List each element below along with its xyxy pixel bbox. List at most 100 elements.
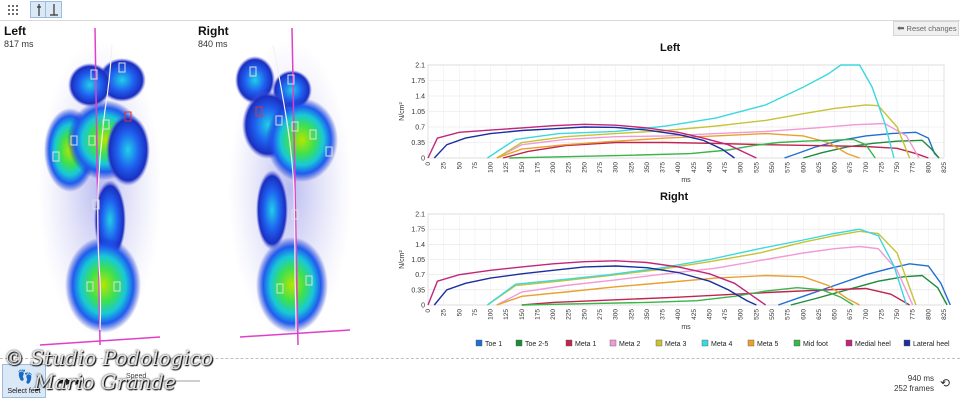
x-tick-label: 125	[503, 162, 510, 173]
feet-icon: 👣	[17, 369, 34, 384]
x-tick-label: 225	[566, 309, 573, 320]
series-line-meta-4	[487, 64, 895, 159]
y-tick-label: 1.05	[411, 257, 425, 264]
x-tick-label: 375	[660, 309, 667, 320]
x-axis-label: ms	[681, 177, 691, 184]
x-tick-label: 125	[503, 309, 510, 320]
x-tick-label: 500	[738, 309, 745, 320]
x-tick-label: 700	[863, 162, 870, 173]
reset-changes-label: Reset changes	[906, 24, 957, 33]
x-tick-label: 650	[832, 309, 839, 320]
x-tick-label: 600	[800, 309, 807, 320]
y-tick-label: 1.4	[415, 94, 425, 101]
undo-arrow-icon: ⬅	[897, 23, 905, 33]
legend-label: Mid foot	[803, 341, 828, 348]
step-forward-icon[interactable]: ▶|	[75, 376, 85, 386]
right-foot-time: 840 ms	[198, 39, 228, 49]
bottom-separator	[0, 358, 960, 359]
x-tick-label: 400	[675, 162, 682, 173]
playback-controls: ■ ▶ ▶|	[58, 376, 85, 387]
y-tick-label: 1.4	[415, 242, 425, 249]
x-tick-label: 525	[753, 309, 760, 320]
x-tick-label: 675	[847, 309, 854, 320]
x-tick-label: 375	[660, 162, 667, 173]
series-line-meta-3	[487, 230, 917, 306]
x-tick-label: 725	[878, 309, 885, 320]
legend-swatch	[515, 339, 523, 347]
x-tick-label: 75	[472, 162, 479, 170]
x-tick-label: 825	[941, 162, 948, 173]
x-tick-label: 250	[581, 162, 588, 173]
x-tick-label: 50	[456, 162, 463, 170]
x-tick-label: 0	[425, 162, 432, 166]
legend-label: Toe 2-5	[525, 341, 548, 348]
legend-label: Meta 3	[665, 341, 687, 348]
x-tick-label: 275	[597, 162, 604, 173]
legend-swatch	[793, 339, 801, 347]
chart-legend: Toe 1 Toe 2-5 Meta 1 Meta 2 Meta 3 Meta 4 Meta…	[475, 339, 950, 348]
x-tick-label: 200	[550, 309, 557, 320]
legend-swatch	[475, 339, 483, 347]
x-tick-label: 625	[816, 162, 823, 173]
x-tick-label: 425	[691, 309, 698, 320]
y-tick-label: 0.35	[411, 287, 425, 294]
y-tick-label: 1.75	[411, 227, 425, 234]
reset-changes-button[interactable]: ⬅ Reset changes	[893, 21, 959, 36]
legend-label: Meta 5	[757, 341, 779, 348]
x-tick-label: 350	[644, 309, 651, 320]
x-tick-label: 775	[910, 162, 917, 173]
play-icon[interactable]: ▶	[65, 376, 73, 386]
series-line-medial-heel	[427, 260, 767, 306]
x-tick-label: 725	[878, 162, 885, 173]
x-tick-label: 250	[581, 309, 588, 320]
series-line-meta-5	[496, 274, 860, 306]
x-axis-label: ms	[681, 324, 691, 331]
series-line-meta-4	[486, 228, 908, 306]
y-tick-label: 0	[421, 156, 425, 163]
x-tick-label: 750	[894, 309, 901, 320]
watermark-line-2: Mario Grande	[34, 370, 176, 394]
x-tick-label: 275	[597, 309, 604, 320]
series-line-toe-2-5	[803, 139, 940, 159]
x-tick-label: 75	[472, 309, 479, 317]
x-tick-label: 325	[628, 162, 635, 173]
x-tick-label: 650	[832, 162, 839, 173]
legend-label: Lateral heel	[913, 341, 950, 348]
pressure-charts: 0 0.35 0.7 1.05 1.4 1.75 2.1 0 25 50 75 100 125 150 17…	[399, 63, 951, 348]
x-tick-label: 450	[706, 162, 713, 173]
y-tick-label: 0.35	[411, 140, 425, 147]
series-line-meta-2	[496, 122, 920, 159]
y-axis-label: N/cm²	[399, 102, 406, 121]
x-tick-label: 550	[769, 162, 776, 173]
y-tick-label: 0.7	[415, 125, 425, 132]
legend-label: Meta 1	[575, 341, 597, 348]
series-line-medial-heel	[427, 123, 757, 159]
legend-label: Toe 1	[485, 341, 502, 348]
legend-swatch	[701, 339, 709, 347]
select-feet-button[interactable]: 👣 Select feet	[2, 364, 46, 398]
stop-icon[interactable]: ■	[58, 376, 64, 386]
speed-slider[interactable]	[120, 380, 200, 382]
toolbar	[0, 0, 960, 21]
y-tick-label: 1.75	[411, 78, 425, 85]
y-tick-label: 0.7	[415, 272, 425, 279]
legend-label: Meta 4	[711, 341, 733, 348]
x-tick-label: 325	[628, 309, 635, 320]
grid-icon[interactable]	[4, 1, 21, 18]
legend-swatch	[565, 339, 573, 347]
legend-swatch	[845, 339, 853, 347]
series-line-toe-1	[778, 263, 951, 306]
foot-line-base-icon[interactable]	[45, 1, 62, 18]
left-foot-map	[38, 27, 162, 346]
legend-swatch	[747, 339, 755, 347]
series-line-meta-5	[496, 132, 860, 159]
x-tick-label: 0	[425, 309, 432, 313]
y-tick-label: 1.05	[411, 109, 425, 116]
link-refresh-icon[interactable]: ⟲	[940, 376, 951, 390]
x-tick-label: 425	[691, 162, 698, 173]
series-line-mid-foot	[509, 138, 876, 159]
x-tick-label: 575	[785, 162, 792, 173]
x-tick-label: 100	[488, 309, 495, 320]
x-tick-label: 25	[441, 162, 448, 170]
speed-label: Speed	[126, 373, 147, 380]
